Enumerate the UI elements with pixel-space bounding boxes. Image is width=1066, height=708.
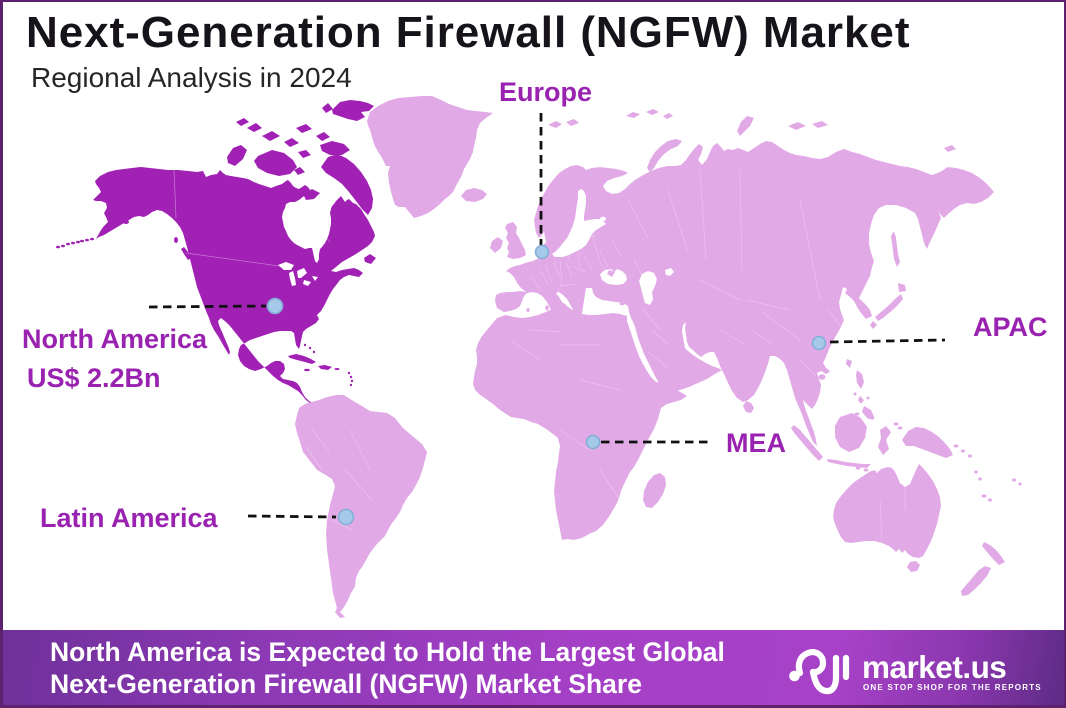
svg-text:market.us: market.us bbox=[862, 649, 1006, 685]
svg-text:ONE STOP SHOP FOR THE REPORTS: ONE STOP SHOP FOR THE REPORTS bbox=[863, 683, 1042, 692]
